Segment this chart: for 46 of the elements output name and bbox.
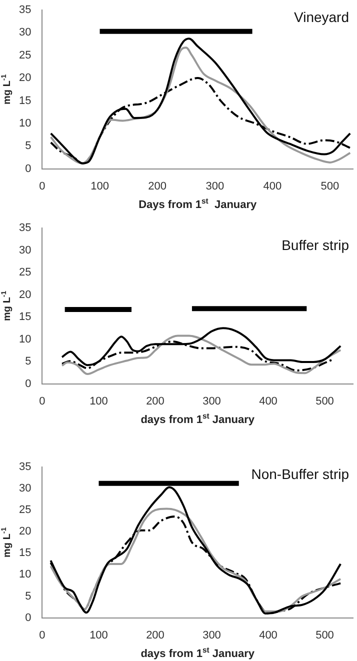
y-tick-label: 0 [25,378,32,390]
y-tick-label: 10 [18,333,32,346]
y-tick-label: 5 [25,140,32,152]
y-tick-label: 25 [18,49,32,62]
x-tick-label: 500 [316,629,334,642]
y-tick-label: 25 [18,266,32,279]
x-tick-label: 300 [206,180,224,192]
x-tick-label: 300 [202,629,221,642]
y-tick-label: 20 [18,526,32,538]
y-tick-label: 35 [18,222,32,234]
x-tick-label: 200 [146,629,164,642]
y-tick-label: 35 [18,461,32,474]
x-tick-label: 200 [146,395,164,408]
x-tick-label: 0 [39,395,46,408]
y-tick-label: 30 [18,482,32,495]
x-tick-label: 500 [316,395,334,408]
x-tick-label: 200 [148,180,167,192]
x-tick-label: 300 [202,395,221,408]
y-tick-label: 5 [25,356,32,368]
y-tick-label: 25 [18,504,32,516]
x-tick-label: 400 [259,395,278,408]
annotation: Non-Buffer strip [251,466,350,482]
x-tick-label: 0 [39,180,46,192]
x-tick-label: 100 [90,629,108,642]
y-tick-label: 15 [18,311,32,324]
x-tick-label: 100 [90,180,109,192]
y-tick-label: 10 [18,117,32,130]
x-tick-label: 500 [320,180,340,192]
x-tick-label: 0 [39,629,46,642]
y-tick-label: 20 [18,72,32,84]
x-tick-label: 400 [259,629,278,642]
y-tick-label: 35 [18,4,32,16]
y-tick-label: 0 [25,162,32,175]
y-tick-label: 10 [18,568,32,581]
y-tick-label: 15 [18,94,32,107]
y-tick-label: 30 [18,26,32,39]
y-tick-label: 0 [25,612,32,624]
x-tick-label: 100 [90,395,108,408]
annotation: Vineyard [294,9,350,25]
annotation: Buffer strip [282,237,350,253]
y-tick-label: 15 [18,547,32,560]
line-series [61,334,342,376]
y-tick-label: 30 [18,244,32,256]
y-tick-label: 5 [25,590,32,602]
y-tick-label: 20 [18,288,32,301]
x-tick-label: 400 [263,180,282,192]
